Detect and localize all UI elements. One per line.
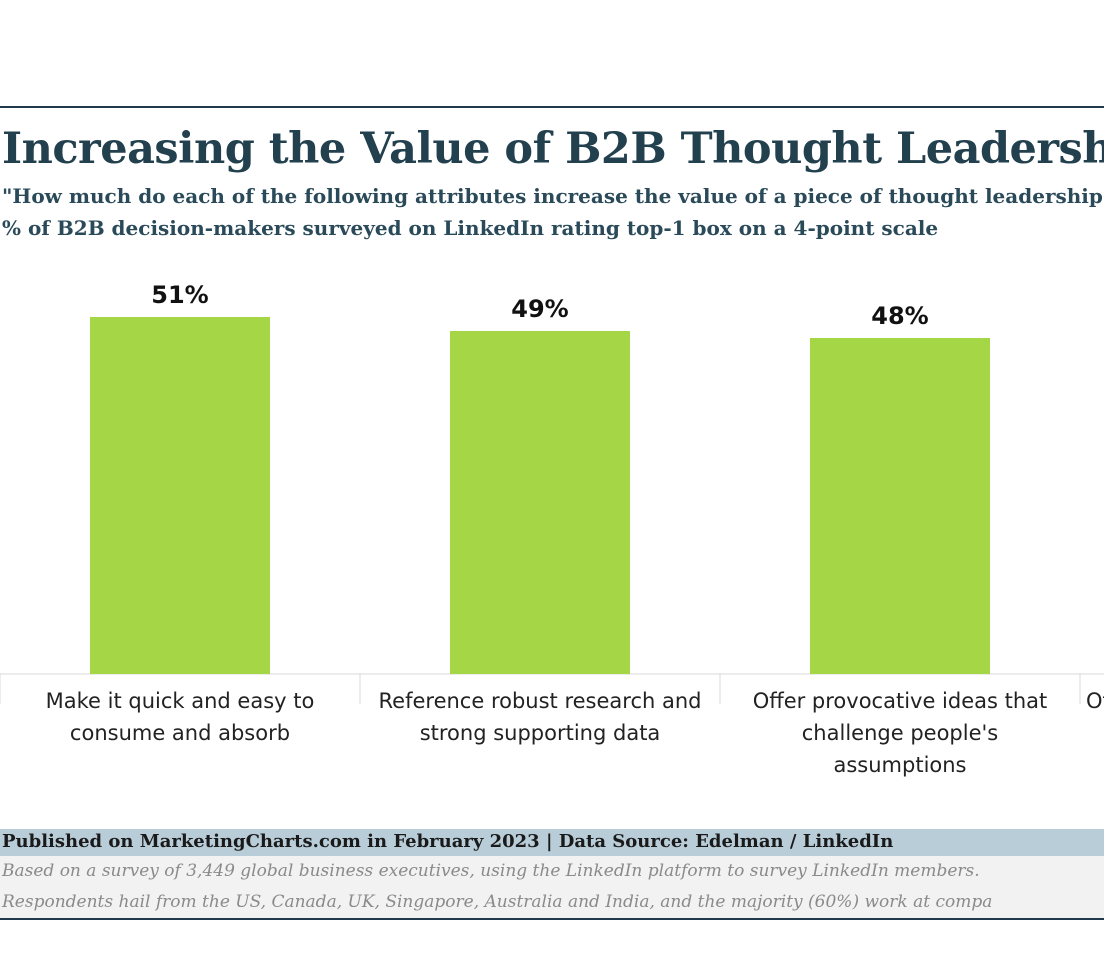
chart-subtitle-metric: % of B2B decision-makers surveyed on Lin…: [2, 216, 939, 240]
bar-chart: 51% Make it quick and easy to consume and …: [0, 281, 1104, 777]
category-label-line: challenge people's: [802, 721, 998, 745]
data-label-3: 48%: [871, 302, 928, 330]
category-label-line: Make it quick and easy to: [46, 689, 315, 713]
category-label-line: Of: [1086, 689, 1104, 713]
category-label-line: assumptions: [833, 753, 966, 777]
footer-note-1: Based on a survey of 3,449 global busine…: [2, 861, 980, 881]
data-label-1: 51%: [151, 281, 208, 309]
bottom-rule: [0, 918, 1104, 920]
category-label-3: Offer provocative ideas that challenge pe…: [753, 689, 1048, 777]
footer-published: Published on MarketingCharts.com in Febr…: [2, 831, 894, 852]
bar-2: [450, 331, 630, 674]
data-label-2: 49%: [511, 295, 568, 323]
chart-subtitle-question: "How much do each of the following attri…: [2, 184, 1104, 208]
category-label-line: Reference robust research and: [379, 689, 702, 713]
footer-note-2: Respondents hail from the US, Canada, UK…: [2, 892, 993, 912]
bar-1: [90, 317, 270, 674]
chart-title: Increasing the Value of B2B Thought Lead…: [2, 124, 1104, 174]
category-label-line: Offer provocative ideas that: [753, 689, 1048, 713]
category-label-line: strong supporting data: [420, 721, 661, 745]
bar-3: [810, 338, 990, 674]
footer-bar: [0, 829, 1104, 856]
top-rule: [0, 106, 1104, 108]
category-label-4: Of: [1086, 689, 1104, 713]
category-label-1: Make it quick and easy to consume and abs…: [46, 689, 315, 745]
footer-note-box: [0, 856, 1104, 918]
category-label-2: Reference robust research and strong supp…: [379, 689, 702, 745]
category-label-line: consume and absorb: [70, 721, 290, 745]
